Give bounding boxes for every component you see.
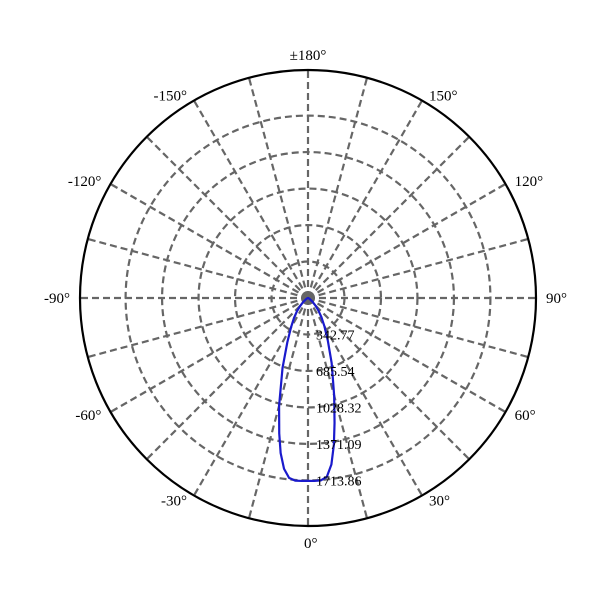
- grid-spoke: [307, 296, 529, 359]
- angle-tick-label: 0°: [304, 536, 318, 552]
- grid-spoke: [109, 297, 309, 413]
- angle-tick-label: 30°: [429, 494, 450, 510]
- radial-tick-label: 1713.86: [316, 474, 362, 489]
- radial-tick-label: 342.77: [316, 328, 355, 343]
- angle-tick-label: 120°: [515, 174, 544, 190]
- grid-spoke: [307, 183, 507, 299]
- grid-spoke: [306, 297, 369, 519]
- angle-tick-label: 150°: [429, 88, 458, 104]
- angle-tick-label: 90°: [546, 291, 567, 307]
- intensity-curve: [277, 296, 336, 483]
- angle-tick-label: -60°: [75, 408, 101, 424]
- angle-tick-label: -150°: [154, 88, 188, 104]
- angle-tick-label: -120°: [68, 174, 102, 190]
- grid-spoke: [307, 99, 423, 299]
- grid-spoke: [307, 297, 423, 497]
- grid-spoke: [87, 237, 309, 300]
- outer-circle: [78, 68, 538, 528]
- angle-labels: 0° 30° 60° 90° 120° 150° ±180° -150° -120° -90° -6…: [44, 48, 567, 552]
- grid-spoke: [307, 297, 470, 460]
- grid-spoke: [146, 297, 309, 460]
- angle-tick-label: ±180°: [290, 48, 327, 64]
- grid-spoke: [87, 296, 309, 359]
- radial-tick-label: 1028.32: [316, 401, 362, 416]
- grid-spoke: [146, 136, 309, 299]
- grid-spoke: [307, 136, 470, 299]
- curve-layer: [277, 296, 336, 483]
- angle-tick-label: -30°: [161, 494, 187, 510]
- grid-spoke: [247, 77, 310, 299]
- radial-tick-label: 1371.09: [316, 438, 362, 453]
- angle-tick-label: -90°: [44, 291, 70, 307]
- grid-spoke: [307, 297, 507, 413]
- radial-tick-label: 685.54: [316, 365, 355, 380]
- grid-spoke: [193, 99, 309, 299]
- grid-spoke: [307, 237, 529, 300]
- grid-circle: [197, 187, 419, 409]
- radial-labels: 342.77 685.54 1028.32 1371.09 1713.86: [316, 328, 362, 489]
- grid-spoke: [109, 183, 309, 299]
- angle-tick-label: 60°: [515, 408, 536, 424]
- grid-spoke: [306, 77, 369, 299]
